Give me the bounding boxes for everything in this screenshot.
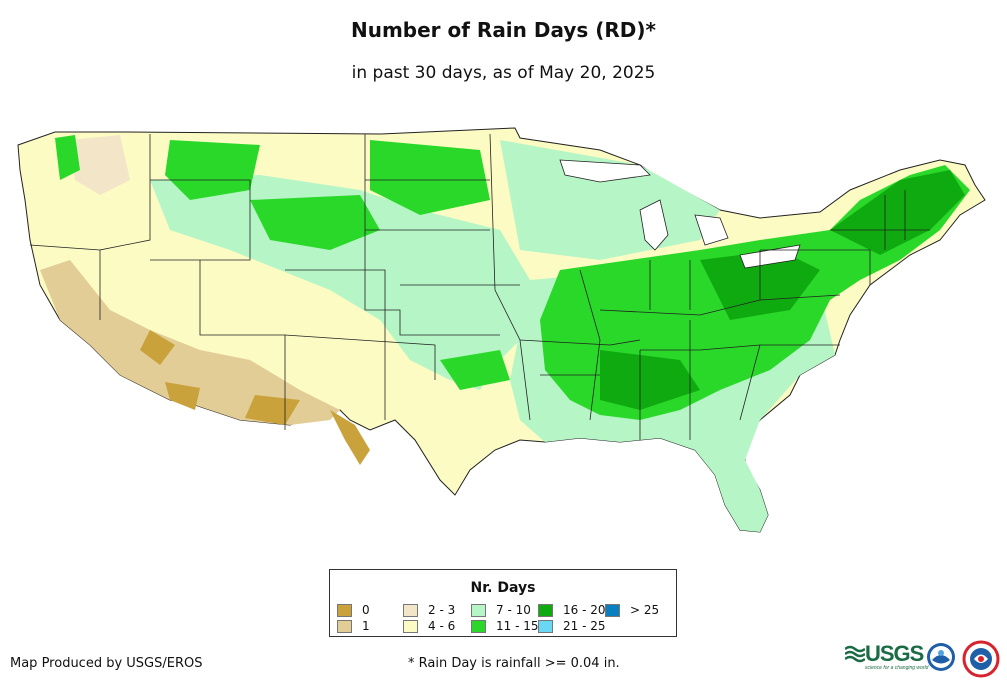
legend-swatch-0 [337,603,352,617]
legend-label-3: 4 - 6 [428,619,456,633]
legend-label-6: 16 - 20 [563,603,606,617]
legend-item-7: 21 - 25 [538,619,606,633]
legend-swatch-4 [471,603,486,617]
legend-item-6: 16 - 20 [538,603,606,617]
map-legend: Nr. Days 0 1 2 - 3 4 - 6 7 - 10 11 - 15 … [329,569,677,637]
usgs-logo-tagline: science for a changing world [865,665,929,671]
legend-label-0: 0 [362,603,370,617]
map-subtitle: in past 30 days, as of May 20, 2025 [351,63,656,83]
map-title: Number of Rain Days (RD)* [350,18,656,42]
wet-region-east [55,135,970,420]
dry-region-southwest [40,135,370,465]
usgs-logo-text: USGS [865,641,924,666]
legend-swatch-5 [471,619,486,633]
noaa-logo-icon[interactable] [926,642,956,672]
legend-label-2: 2 - 3 [428,603,456,617]
usgs-logo[interactable]: USGS science for a changing world [845,643,928,671]
legend-swatch-2 [403,603,418,617]
rain-day-footnote: * Rain Day is rainfall >= 0.04 in. [408,656,620,671]
legend-label-7: 21 - 25 [563,619,606,633]
legend-label-5: 11 - 15 [496,619,539,633]
great-lakes [559,159,801,269]
legend-label-4: 7 - 10 [496,603,531,617]
usgs-wave-icon [845,645,865,663]
legend-label-1: 1 [362,619,370,633]
legend-item-1: 1 [337,619,370,633]
legend-item-4: 7 - 10 [471,603,531,617]
legend-swatch-3 [403,619,418,633]
state-borders [29,133,930,440]
legend-swatch-6 [538,603,553,617]
legend-item-5: 11 - 15 [471,619,539,633]
legend-label-8: > 25 [630,603,660,617]
legend-item-3: 4 - 6 [403,619,455,633]
legend-item-0: 0 [337,603,370,617]
legend-swatch-7 [538,619,553,633]
legend-title: Nr. Days [470,580,536,596]
legend-item-2: 2 - 3 [403,603,455,617]
legend-swatch-8 [605,603,620,617]
us-rain-days-map [17,127,986,533]
map-credit: Map Produced by USGS/EROS [10,656,203,671]
legend-item-8: > 25 [605,603,659,617]
legend-swatch-1 [337,619,352,633]
nws-logo-icon[interactable] [962,640,1000,678]
